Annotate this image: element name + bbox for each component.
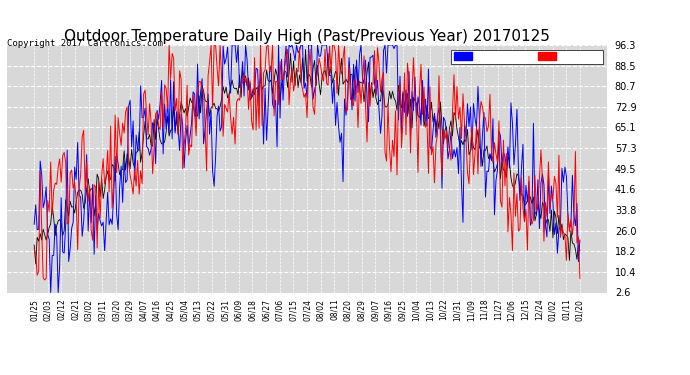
Title: Outdoor Temperature Daily High (Past/Previous Year) 20170125: Outdoor Temperature Daily High (Past/Pre… xyxy=(64,29,550,44)
Legend: Previous  (°F), Past  (°F): Previous (°F), Past (°F) xyxy=(451,50,602,64)
Text: Copyright 2017 Cartronics.com: Copyright 2017 Cartronics.com xyxy=(7,39,163,48)
